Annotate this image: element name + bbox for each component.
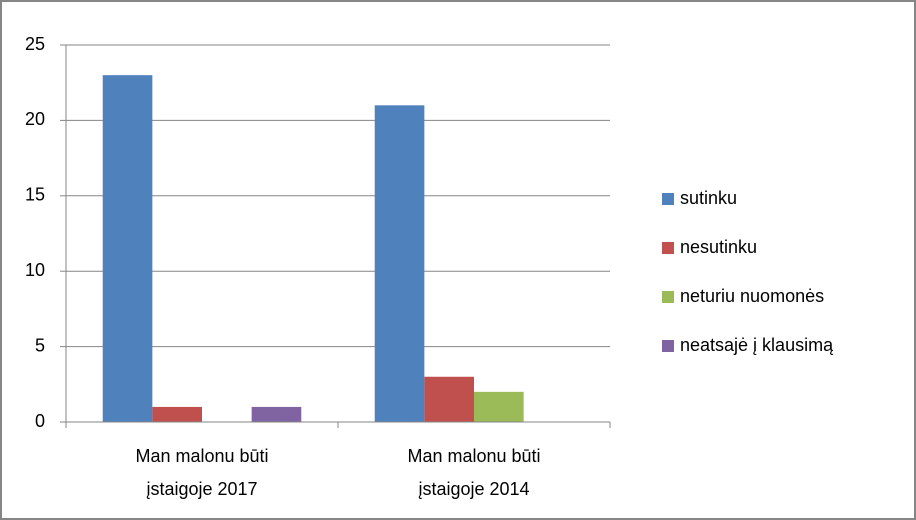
bar — [251, 406, 302, 422]
legend-label: sutinku — [680, 188, 737, 208]
y-tick-label: 5 — [35, 335, 45, 355]
bar — [102, 75, 153, 422]
y-tick-label: 25 — [25, 34, 45, 54]
y-tick-label: 10 — [25, 260, 45, 280]
bar — [424, 376, 474, 422]
legend-label: nesutinku — [680, 237, 757, 257]
y-tick-label: 20 — [25, 109, 45, 129]
bar — [374, 105, 425, 422]
legend-label: neatsajė į klausimą — [680, 335, 834, 355]
legend-swatch — [662, 291, 674, 303]
legend-swatch — [662, 242, 674, 254]
y-tick-label: 15 — [25, 185, 45, 205]
legend-swatch — [662, 193, 674, 205]
bar — [474, 391, 524, 422]
bar — [152, 406, 202, 422]
y-tick-label: 0 — [35, 411, 45, 431]
legend-label: neturiu nuomonės — [680, 286, 824, 306]
x-tick-label: Man malonu būti įstaigoje 2017 — [135, 446, 269, 499]
legend-swatch — [662, 340, 674, 352]
x-tick-label: Man malonu būti įstaigoje 2014 — [407, 446, 541, 499]
